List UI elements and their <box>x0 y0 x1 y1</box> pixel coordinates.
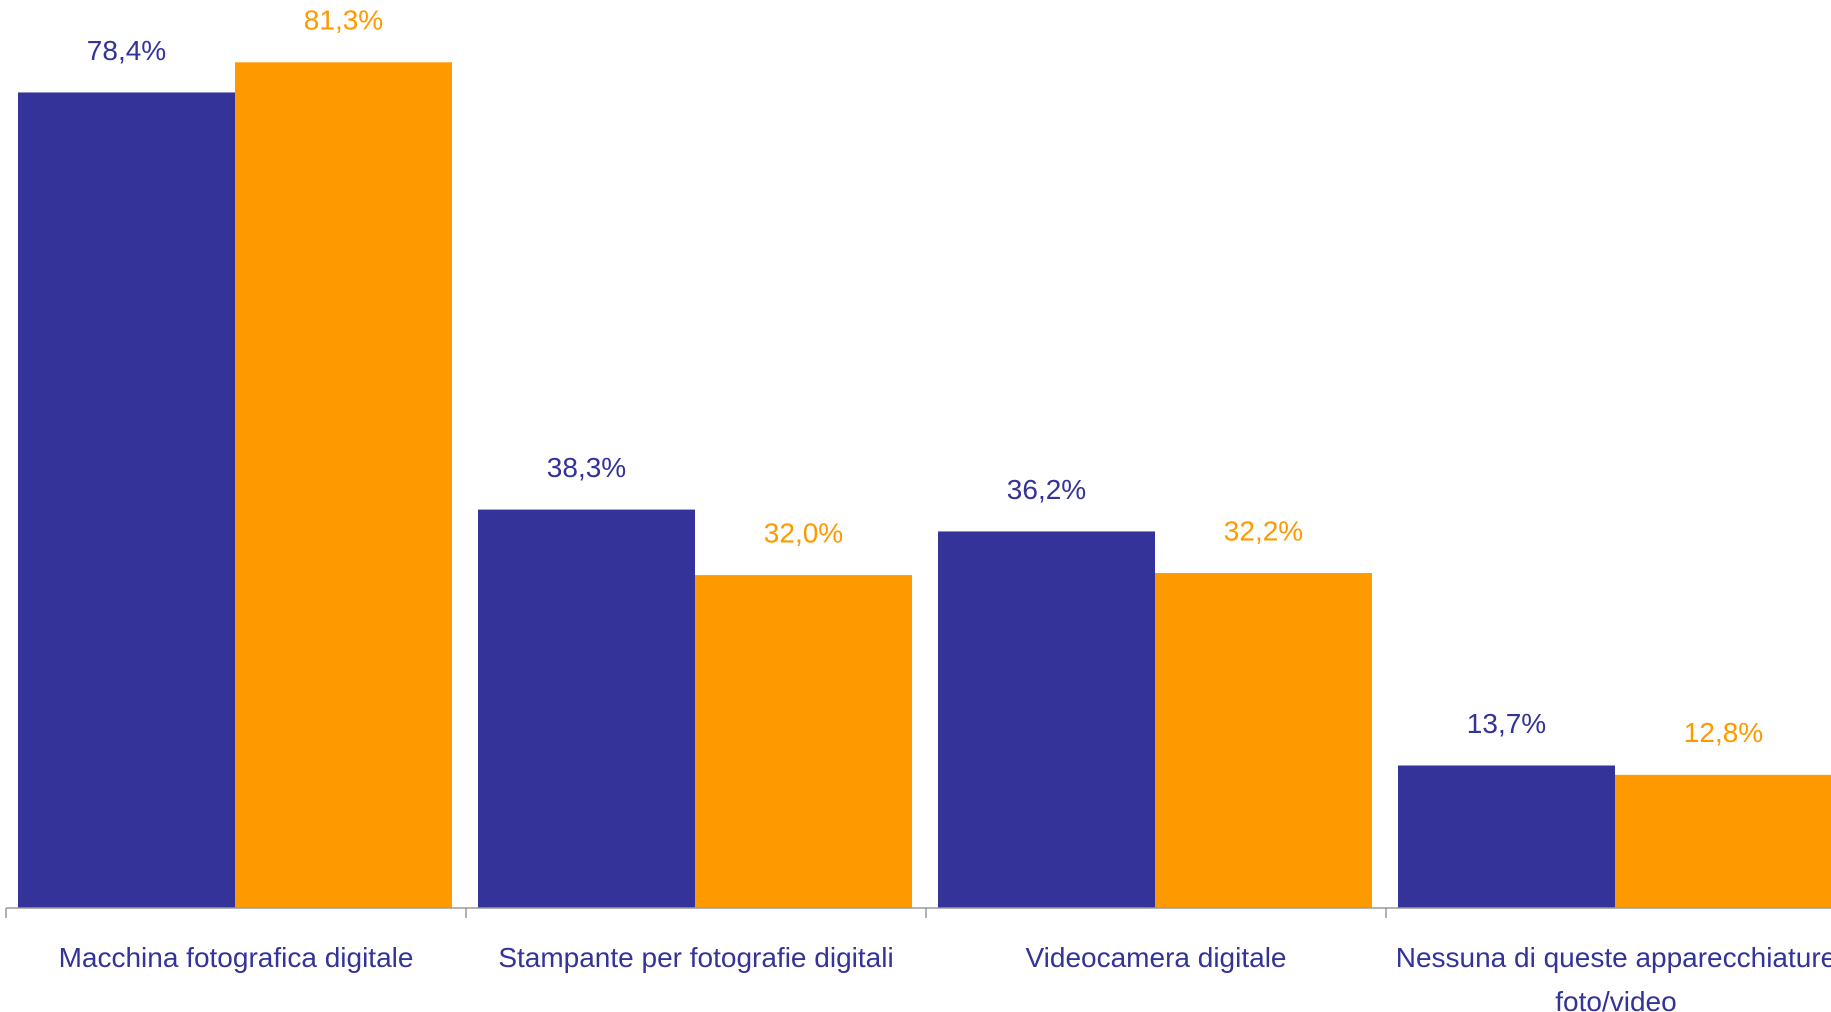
bar <box>1398 765 1615 908</box>
x-tick-label: Stampante per fotografie digitali <box>498 942 894 973</box>
bar <box>695 575 912 908</box>
value-label: 36,2% <box>1007 474 1086 505</box>
x-tick-label: Macchina fotografica digitale <box>58 942 414 973</box>
bar <box>1155 573 1372 908</box>
bar <box>18 92 235 908</box>
x-tick-label: Videocamera digitale <box>1025 942 1287 973</box>
value-label: 38,3% <box>547 452 626 483</box>
bar <box>235 62 452 909</box>
value-label: 32,0% <box>764 518 843 549</box>
value-label: 13,7% <box>1467 708 1546 739</box>
x-tick-label: Nessuna di queste apparecchiature foto/v… <box>1395 942 1831 1012</box>
bar <box>478 509 695 908</box>
value-label: 78,4% <box>87 35 166 66</box>
value-label: 12,8% <box>1684 717 1763 748</box>
value-label: 32,2% <box>1224 515 1303 546</box>
bar <box>938 531 1155 908</box>
value-label: 81,3% <box>304 5 383 36</box>
bar <box>1615 774 1831 908</box>
